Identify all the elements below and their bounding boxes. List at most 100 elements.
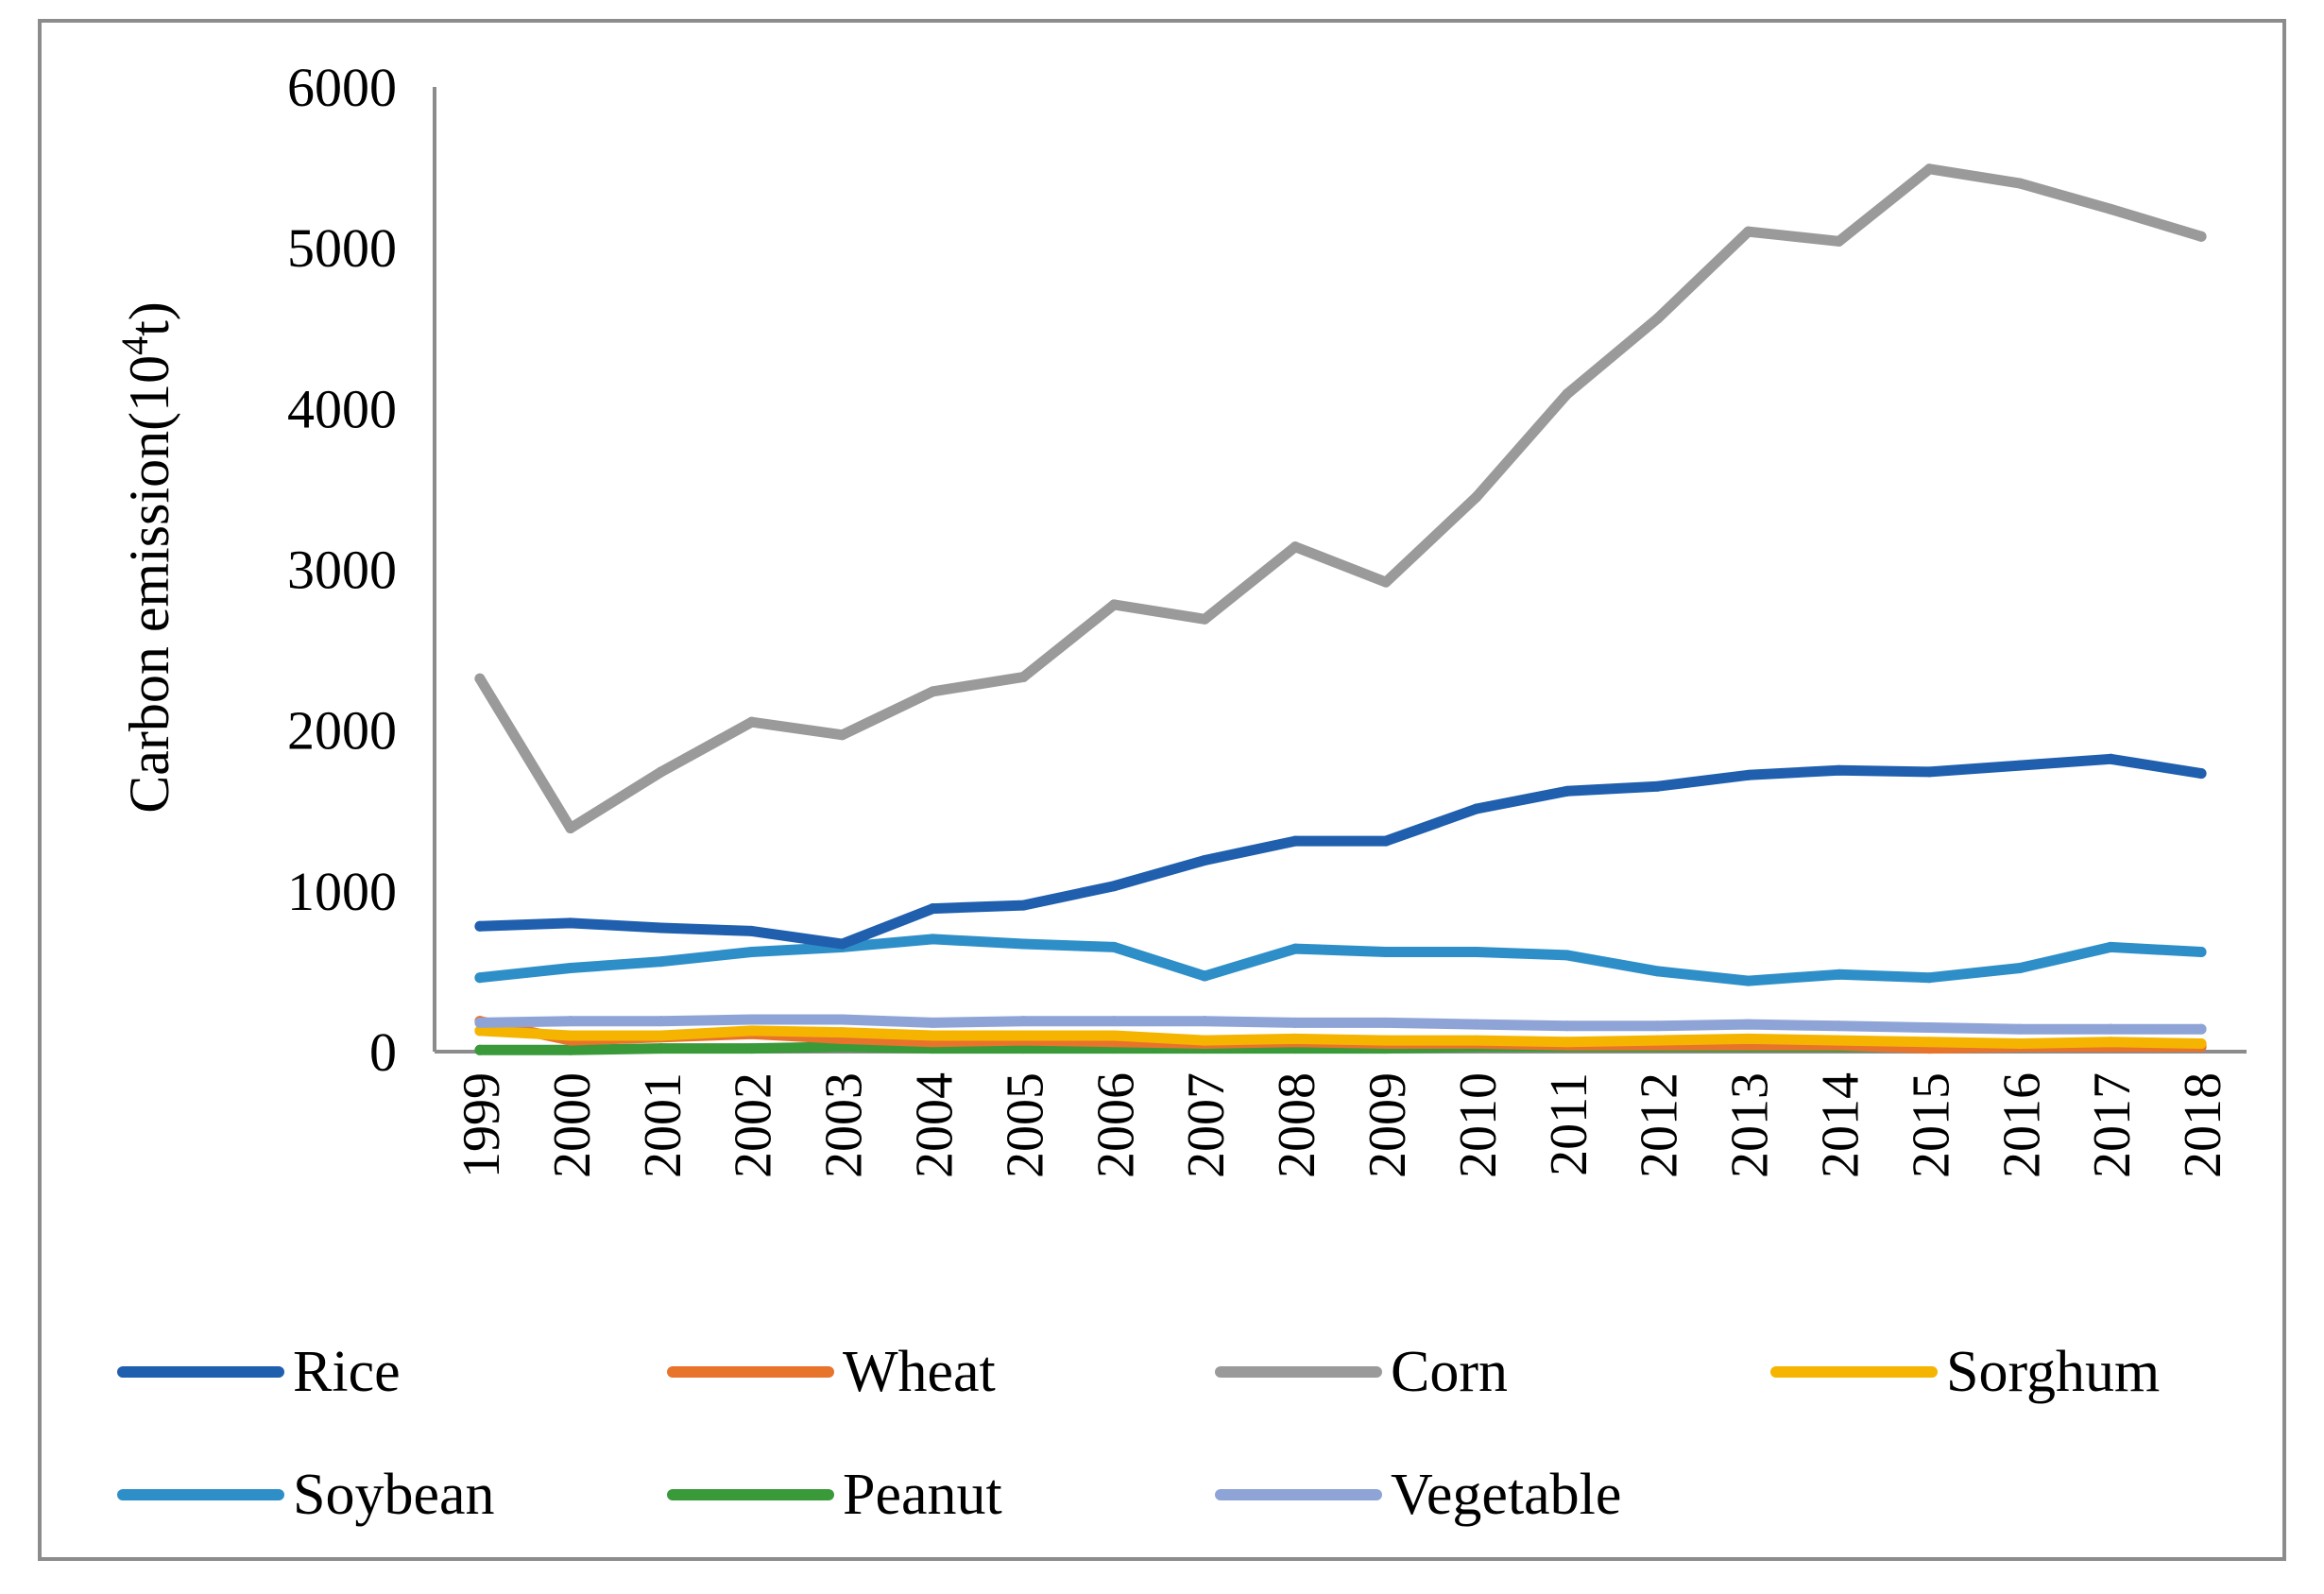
data-point (656, 1030, 667, 1041)
y-tick-label: 1000 (287, 861, 397, 922)
data-point (2014, 1023, 2025, 1035)
data-point (2196, 768, 2207, 780)
x-tick-label: 2007 (1177, 1072, 1236, 1178)
data-point (746, 925, 758, 936)
data-point (2105, 1037, 2116, 1048)
data-point (1562, 1037, 1573, 1048)
data-point (1471, 1035, 1482, 1046)
data-point (1652, 780, 1664, 792)
data-point (1108, 881, 1119, 892)
data-point (2014, 963, 2025, 974)
series-line-sorghum (474, 1025, 2207, 1049)
data-point (1743, 1019, 1754, 1030)
data-point (1743, 975, 1754, 986)
data-point (927, 934, 938, 945)
data-point (565, 1016, 576, 1027)
data-point (1017, 1030, 1029, 1041)
data-point (2014, 760, 2025, 771)
data-point (837, 729, 848, 741)
legend-label: Wheat (843, 1340, 996, 1404)
x-tick-label: 2008 (1268, 1072, 1326, 1178)
data-point (2105, 753, 2116, 764)
data-point (1833, 1035, 1844, 1046)
data-point (746, 1014, 758, 1025)
data-point (2196, 231, 2207, 242)
data-point (1290, 1017, 1301, 1028)
series-line-rice (474, 753, 2207, 950)
x-tick-label: 2009 (1359, 1072, 1417, 1178)
x-tick-label: 2010 (1449, 1072, 1508, 1178)
data-point (746, 716, 758, 728)
x-tick-label: 2015 (1902, 1072, 1960, 1178)
data-point (1833, 1020, 1844, 1032)
data-point (2105, 941, 2116, 952)
data-point (927, 1030, 938, 1041)
data-point (1290, 541, 1301, 553)
x-tick-label: 2011 (1540, 1072, 1598, 1176)
legend-label: Sorghum (1946, 1340, 2160, 1404)
series-line-vegetable (474, 1014, 2207, 1035)
data-point (1652, 1035, 1664, 1046)
x-tick-label: 2001 (634, 1072, 692, 1178)
legend-item-peanut: Peanut (667, 1463, 1002, 1527)
x-tick-label: 2005 (996, 1072, 1054, 1178)
data-point (1290, 835, 1301, 847)
data-point (474, 673, 486, 684)
legend-item-soybean: Soybean (117, 1463, 495, 1527)
data-point (1833, 968, 1844, 980)
data-point (656, 1016, 667, 1027)
data-point (474, 1044, 486, 1055)
series-line-corn (474, 163, 2207, 833)
data-point (1380, 1017, 1392, 1028)
y-tick-label: 4000 (287, 378, 397, 439)
x-tick-label: 2004 (905, 1072, 964, 1178)
x-tick-label: 2003 (815, 1072, 874, 1178)
data-point (1652, 966, 1664, 977)
data-point (474, 972, 486, 984)
data-point (1108, 1016, 1119, 1027)
data-point (565, 822, 576, 833)
x-tick-label: 2006 (1086, 1072, 1145, 1178)
chart-border (38, 19, 2286, 1561)
x-tick-label: 2018 (2174, 1072, 2232, 1178)
data-point (1108, 1030, 1119, 1041)
data-point (1199, 855, 1210, 866)
data-point (2196, 1023, 2207, 1035)
data-point (565, 1044, 576, 1055)
data-point (565, 917, 576, 929)
y-tick-label: 0 (369, 1021, 397, 1083)
series-line-soybean (474, 934, 2207, 986)
data-point (1290, 943, 1301, 954)
legend-item-vegetable: Vegetable (1215, 1463, 1621, 1527)
x-tick-label: 2017 (2083, 1072, 2142, 1178)
data-point (1199, 613, 1210, 625)
data-point (1923, 972, 1935, 984)
data-point (1923, 1037, 1935, 1048)
data-point (1108, 941, 1119, 952)
x-tick-label: 2000 (543, 1072, 602, 1178)
legend-label: Corn (1391, 1340, 1508, 1404)
y-tick-label: 6000 (287, 57, 397, 118)
data-point (2014, 1037, 2025, 1049)
data-point (1199, 970, 1210, 982)
data-point (927, 1017, 938, 1028)
x-tick-label: 2016 (1992, 1072, 2051, 1178)
data-point (927, 903, 938, 915)
x-tick-label: 2012 (1631, 1072, 1689, 1178)
data-point (1017, 1043, 1029, 1054)
data-point (656, 766, 667, 778)
x-tick-label: 2014 (1811, 1072, 1870, 1178)
data-point (1017, 900, 1029, 911)
y-tick-label: 2000 (287, 700, 397, 762)
legend-label: Peanut (843, 1463, 1002, 1527)
data-point (837, 1027, 848, 1038)
data-point (746, 1043, 758, 1054)
data-point (1562, 785, 1573, 797)
data-point (1199, 1035, 1210, 1046)
data-point (1199, 1016, 1210, 1027)
data-point (1743, 226, 1754, 237)
series-vegetable (474, 1014, 2207, 1035)
y-axis-label: Carbon emission(104t) (113, 301, 180, 814)
